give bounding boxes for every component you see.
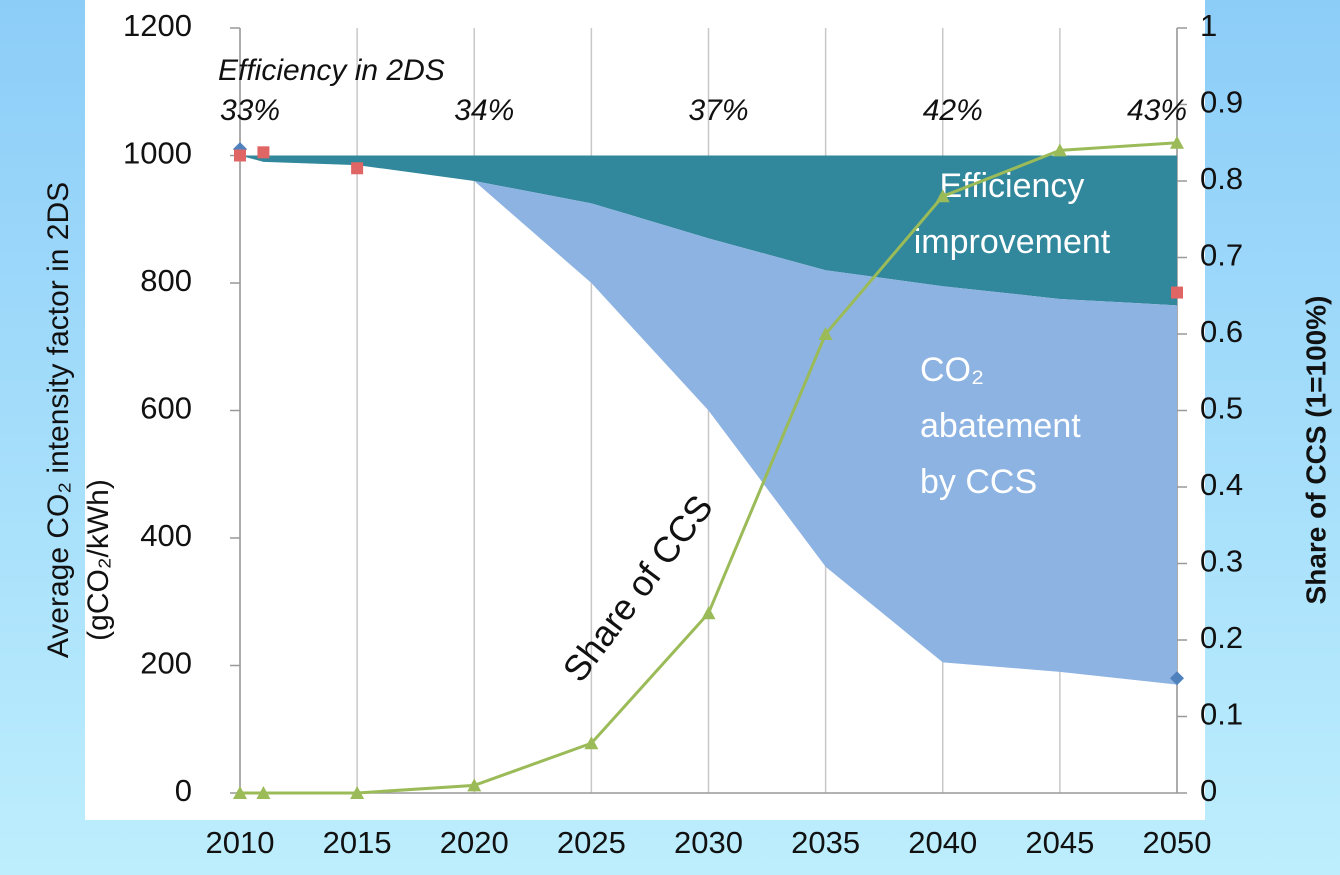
area-label: improvement [914,223,1111,261]
x-tick-label: 2025 [557,825,626,860]
line-marker [584,736,599,750]
y2-tick-label: 0.7 [1200,238,1243,273]
y2-tick-label: 0.2 [1200,620,1243,655]
y-tick-label: 1000 [123,136,192,171]
point [1170,671,1184,686]
y2-tick-label: 0.8 [1200,161,1243,196]
point [234,149,246,162]
area-band [240,155,1177,685]
y2-tick-label: 0.3 [1200,544,1243,579]
x-tick-label: 2040 [908,825,977,860]
point [1171,286,1183,299]
line-marker [818,327,833,340]
line-marker [467,778,482,792]
point [257,146,270,159]
line-marker [935,189,950,203]
y2-tick-label: 1 [1200,8,1217,43]
line-marker [701,606,716,620]
y2-tick-label: 0.5 [1200,391,1243,426]
line [240,141,1178,795]
area-label: by CCS [920,463,1037,501]
area-label: abatement [920,407,1081,445]
x-tick-label: 2020 [440,825,509,860]
x-tick-label: 2010 [206,825,275,860]
point [351,162,364,175]
y-tick-label: 800 [140,263,192,298]
x-tick-label: 2030 [674,825,743,860]
y-tick-label: 200 [140,646,192,681]
y2-tick-label: 0.1 [1200,697,1243,732]
line-marker [256,786,271,799]
annotation: 33% [220,94,280,127]
annotation: 34% [454,94,514,127]
x-tick-label: 2050 [1143,825,1212,860]
annotation: 37% [688,94,748,127]
line-marker [1170,135,1184,149]
y-axis-title: (gCO₂/kWh) [82,479,115,641]
annotation-title: Efficiency in 2DS [218,54,445,87]
y-tick-label: 400 [140,518,192,553]
x-tick-label: 2045 [1025,825,1094,860]
y-axis-title: Average CO₂ intensity factor in 2DS [42,182,75,658]
area-label: CO₂ [920,351,984,389]
y2-tick-label: 0 [1200,773,1217,808]
y2-tick-label: 0.9 [1200,85,1243,120]
line-marker [350,786,365,799]
area-label: Efficiency [940,167,1085,205]
y2-tick-label: 0.6 [1200,314,1243,349]
y-tick-label: 1200 [123,8,192,43]
annotation: 42% [923,94,983,127]
line-marker [233,786,247,799]
y2-axis-title: Share of CCS (1=100%) [1300,296,1331,605]
y2-tick-label: 0.4 [1200,467,1243,502]
x-tick-label: 2035 [791,825,860,860]
x-tick-label: 2015 [323,825,392,860]
annotation: 43% [1127,94,1187,127]
line-marker [1052,143,1067,157]
y-tick-label: 0 [175,773,192,808]
y-tick-label: 600 [140,391,192,426]
